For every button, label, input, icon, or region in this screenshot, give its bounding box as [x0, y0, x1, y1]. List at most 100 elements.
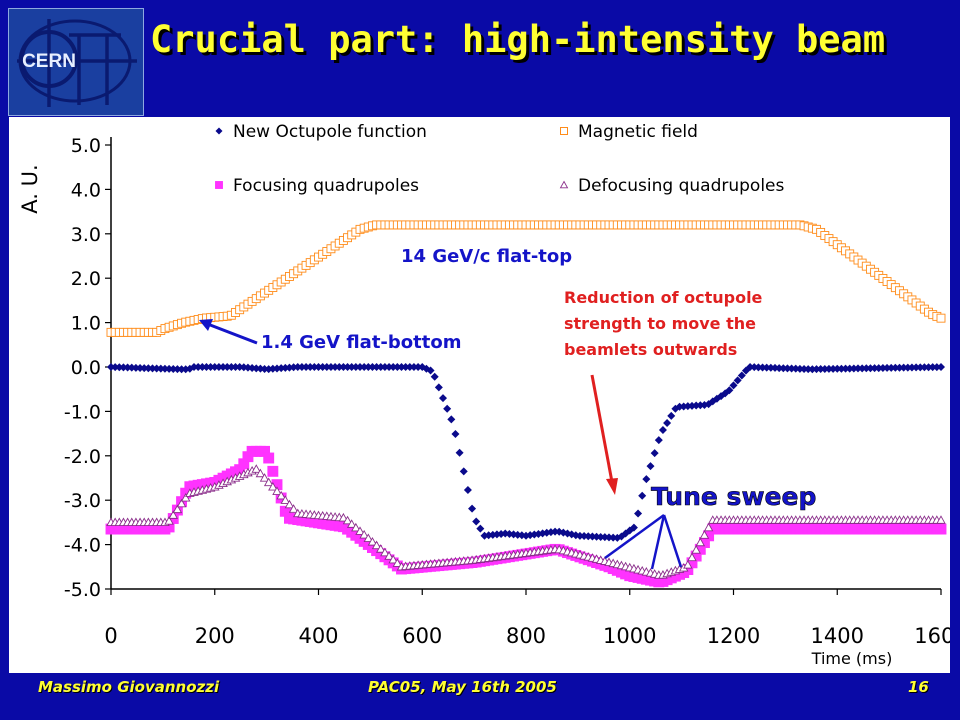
y-tick-label: 2.0	[71, 268, 101, 290]
data-point	[762, 363, 771, 372]
data-point	[443, 404, 452, 413]
footer-conference: PAC05, May 16th 2005	[368, 678, 557, 696]
data-point	[318, 363, 327, 371]
data-point	[176, 498, 187, 508]
data-point	[194, 363, 203, 371]
data-point	[912, 363, 921, 372]
data-point	[111, 363, 120, 372]
data-point	[280, 495, 291, 504]
data-point	[816, 365, 825, 374]
annotation-flat-top: 14 GeV/c flat-top	[401, 246, 572, 267]
data-point	[699, 530, 710, 539]
legend-label: New Octupole function	[233, 122, 427, 142]
data-point	[326, 363, 335, 371]
data-point	[455, 448, 464, 457]
data-point	[198, 363, 207, 371]
data-point	[346, 519, 357, 528]
data-point	[866, 364, 875, 373]
y-tick-label: -4.0	[64, 535, 101, 557]
data-point	[725, 386, 734, 395]
data-point	[534, 529, 543, 538]
data-point	[355, 526, 365, 535]
data-point	[924, 363, 933, 372]
data-point	[824, 364, 833, 373]
data-point	[393, 363, 402, 371]
data-point	[596, 532, 605, 541]
data-point	[401, 363, 410, 371]
legend-label: Focusing quadrupoles	[233, 176, 419, 196]
data-point	[522, 531, 530, 540]
data-point	[310, 363, 319, 371]
data-point	[451, 430, 460, 439]
data-point	[695, 537, 706, 547]
data-point	[683, 560, 693, 569]
data-point	[263, 477, 274, 487]
data-point	[347, 363, 356, 371]
data-point	[932, 363, 941, 372]
y-tick-label: -1.0	[64, 401, 101, 423]
chart: 5.0 4.0 3.0 2.0 1.0 0.0 -1.0 -2.0 -3.0 -4.0 -5.0 0 2…	[9, 117, 950, 673]
data-point	[119, 363, 128, 372]
data-point	[397, 363, 406, 371]
annotation-tune-sweep: Tune sweep	[651, 482, 816, 511]
data-point	[227, 363, 236, 371]
data-point	[737, 371, 746, 380]
annotation-reduction-arrow	[590, 374, 614, 483]
y-tick-label: 3.0	[71, 224, 101, 246]
data-point	[800, 364, 809, 373]
data-point	[263, 452, 275, 464]
data-point	[180, 492, 191, 502]
data-point	[131, 363, 140, 372]
y-tick-label: 0.0	[71, 357, 101, 379]
data-point	[935, 523, 947, 535]
x-axis-title: Time (ms)	[811, 649, 893, 668]
data-point	[288, 504, 299, 513]
x-tick-label: 1200	[707, 624, 760, 648]
y-tick-label: -2.0	[64, 446, 101, 468]
data-point	[219, 363, 228, 371]
data-point	[703, 522, 714, 532]
x-tick-label: 1400	[811, 624, 864, 648]
data-point	[276, 490, 286, 500]
data-point	[513, 530, 522, 539]
data-point	[148, 364, 157, 373]
data-point	[480, 531, 489, 540]
data-point	[140, 364, 149, 373]
data-point	[168, 510, 179, 519]
data-point	[667, 411, 676, 420]
data-point	[754, 363, 763, 372]
data-point	[335, 363, 344, 371]
data-point	[273, 364, 281, 373]
data-point	[870, 364, 879, 373]
data-point	[729, 381, 738, 390]
data-point	[169, 365, 178, 374]
data-point	[206, 363, 215, 371]
data-point	[916, 363, 925, 372]
data-point	[476, 524, 485, 533]
data-point	[733, 376, 742, 385]
data-point	[907, 363, 916, 372]
data-point	[546, 528, 555, 537]
data-point	[426, 366, 435, 375]
legend-label: Magnetic field	[578, 122, 698, 142]
data-point	[372, 363, 381, 371]
data-point	[468, 504, 477, 513]
annotation-reduction-line: Reduction of octupole	[564, 288, 763, 307]
data-point	[642, 475, 651, 484]
data-point	[766, 363, 775, 372]
data-point	[260, 365, 269, 374]
page-number: 16	[908, 678, 929, 696]
data-point	[841, 364, 850, 373]
data-point	[891, 363, 900, 372]
data-point	[634, 509, 643, 518]
data-point	[363, 533, 374, 543]
legend-marker	[215, 181, 223, 189]
legend-marker	[215, 127, 223, 135]
data-point	[472, 517, 481, 526]
data-point	[783, 364, 792, 373]
data-point	[331, 363, 340, 371]
data-point	[845, 364, 854, 373]
series-magnetic-field	[106, 220, 946, 337]
data-point	[758, 363, 767, 372]
data-point	[887, 363, 896, 372]
